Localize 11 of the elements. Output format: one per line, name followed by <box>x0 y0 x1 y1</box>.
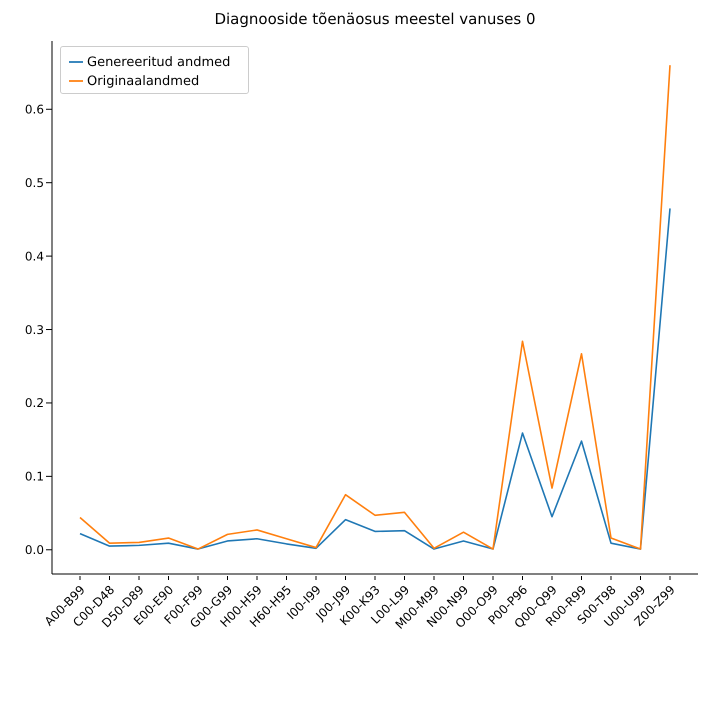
y-tick-label: 0.4 <box>24 249 44 264</box>
y-tick-label: 0.1 <box>24 470 44 484</box>
y-tick-label: 0.5 <box>24 176 44 190</box>
legend-label: Originaalandmed <box>87 74 200 89</box>
chart-title: Diagnooside tõenäosus meestel vanuses 0 <box>213 10 537 28</box>
legend-label: Genereeritud andmed <box>87 55 230 70</box>
y-tick-label: 0.0 <box>24 543 44 558</box>
y-tick-label: 0.6 <box>24 102 44 117</box>
y-tick-label: 0.2 <box>24 396 44 410</box>
y-tick-label: 0.3 <box>24 322 44 337</box>
line-series <box>79 208 671 550</box>
